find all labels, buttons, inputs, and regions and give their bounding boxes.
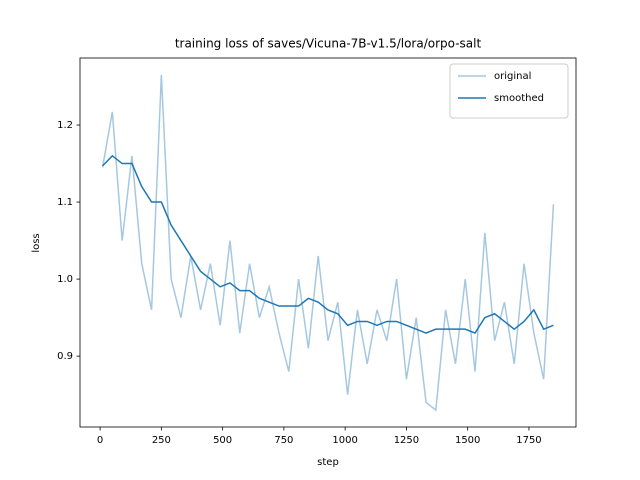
y-tick-label: 1.1 [57, 197, 73, 208]
x-tick-label: 0 [97, 435, 103, 446]
x-axis-label: step [317, 457, 339, 468]
x-tick-label: 750 [274, 435, 293, 446]
x-tick-label: 1000 [332, 435, 357, 446]
line-series [101, 74, 555, 412]
y-axis-label: loss [31, 233, 42, 252]
x-tick-label: 500 [213, 435, 232, 446]
x-tick-label: 250 [152, 435, 171, 446]
plot-frame [79, 57, 577, 428]
legend-box [449, 63, 569, 119]
line-series [102, 154, 554, 334]
legend-label: original [494, 71, 531, 82]
chart-title: training loss of saves/Vicuna-7B-v1.5/lo… [175, 37, 482, 51]
x-tick-label: 1500 [455, 435, 480, 446]
y-tick-label: 1.0 [57, 274, 73, 285]
legend-label: smoothed [494, 93, 544, 104]
y-tick-label: 1.2 [57, 120, 73, 131]
y-tick-label: 0.9 [57, 351, 73, 362]
x-tick-label: 1750 [516, 435, 541, 446]
x-tick-label: 1250 [394, 435, 419, 446]
